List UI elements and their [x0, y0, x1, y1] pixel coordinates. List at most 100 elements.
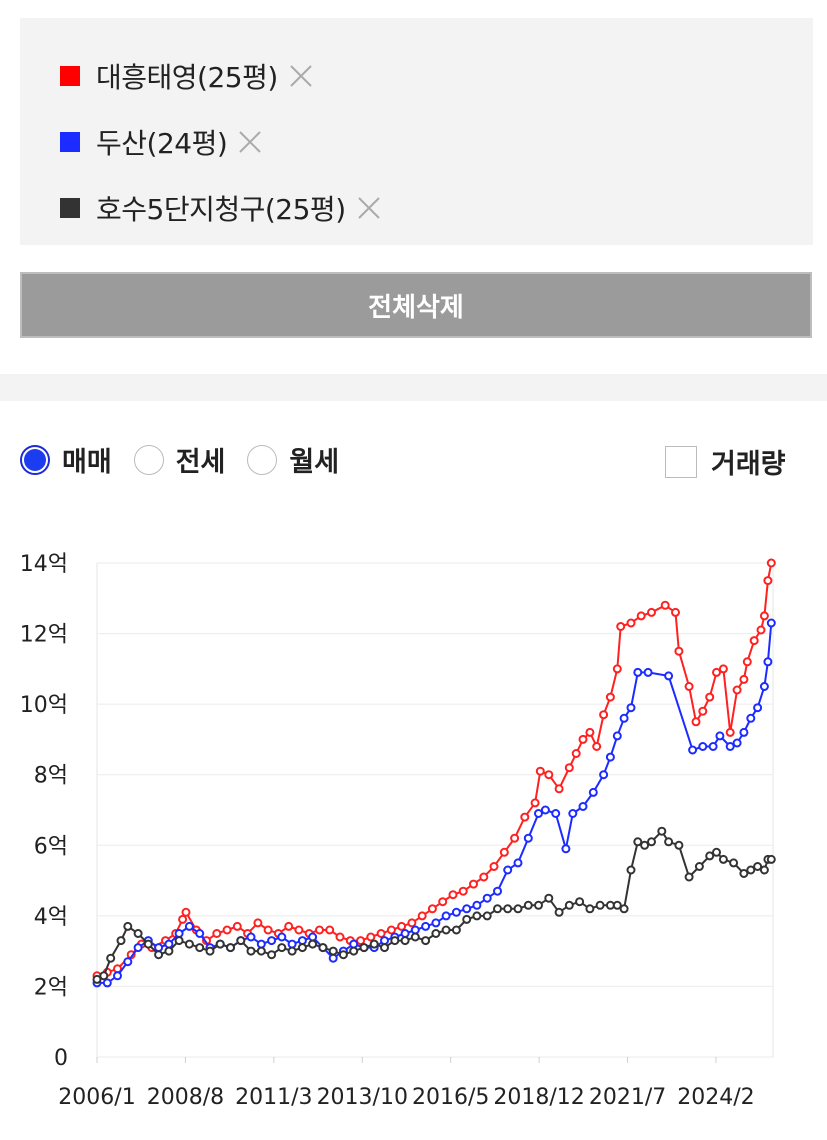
data-point — [328, 946, 338, 956]
data-point — [472, 900, 482, 910]
data-point — [472, 911, 482, 921]
data-point — [499, 847, 509, 857]
legend-item: 두산(24평) — [60, 122, 263, 162]
data-point — [246, 946, 256, 956]
x-tick-label: 2011/3 — [235, 1085, 312, 1110]
data-point — [503, 865, 513, 875]
data-point — [564, 900, 574, 910]
data-point — [92, 974, 102, 984]
data-point — [698, 706, 708, 716]
data-point — [561, 844, 571, 854]
data-point — [503, 904, 513, 914]
data-point — [544, 770, 554, 780]
data-point — [605, 692, 615, 702]
data-point — [359, 943, 369, 953]
data-point — [684, 682, 694, 691]
data-point — [599, 710, 609, 720]
data-point — [380, 936, 389, 946]
selected-complex-list: 대흥태영(25평) 두산(24평) 호수5단지청구(25평) — [20, 18, 813, 245]
legend-label: 대흥태영(25평) — [96, 61, 278, 94]
data-point — [691, 717, 701, 727]
radio-monthly-rent[interactable]: 월세 — [247, 440, 339, 479]
data-point — [660, 600, 670, 610]
close-icon[interactable] — [356, 195, 382, 221]
data-point — [605, 752, 615, 762]
data-point — [766, 854, 776, 864]
data-point — [297, 936, 307, 946]
data-point — [469, 879, 478, 889]
data-point — [462, 914, 472, 924]
data-point — [698, 742, 708, 751]
data-point — [349, 939, 359, 949]
volume-toggle[interactable]: 거래량 — [665, 442, 786, 481]
data-point — [441, 911, 451, 921]
radio-sale[interactable]: 매매 — [20, 440, 112, 479]
data-point — [181, 907, 191, 917]
series-color-swatch — [60, 198, 80, 218]
data-point — [106, 953, 116, 963]
y-tick-label: 0 — [54, 1046, 68, 1071]
data-point — [647, 607, 656, 617]
data-point — [236, 936, 246, 946]
data-point — [694, 862, 704, 871]
data-point — [226, 943, 235, 953]
radio-button-icon[interactable] — [133, 444, 164, 475]
data-point — [523, 833, 533, 843]
data-point — [287, 939, 297, 949]
data-point — [493, 886, 502, 896]
data-point — [482, 911, 492, 921]
data-point — [294, 925, 304, 935]
data-point — [732, 738, 742, 748]
data-point — [482, 893, 492, 903]
data-point — [712, 847, 721, 857]
volume-checkbox[interactable] — [665, 445, 697, 478]
data-point — [612, 664, 622, 674]
data-point — [705, 851, 715, 861]
data-point — [568, 809, 578, 818]
data-point — [277, 932, 287, 942]
data-point — [729, 858, 739, 868]
data-point — [421, 936, 431, 946]
data-point — [571, 749, 581, 758]
plot-area — [96, 562, 774, 1058]
data-point — [684, 872, 694, 882]
data-point — [599, 770, 609, 780]
legend-item: 호수5단지청구(25평) — [60, 188, 382, 228]
data-point — [671, 607, 680, 617]
data-point — [763, 576, 773, 586]
close-icon[interactable] — [288, 63, 314, 89]
data-point — [756, 625, 766, 635]
data-point — [759, 611, 769, 621]
data-point — [174, 929, 184, 938]
data-point — [462, 904, 472, 914]
radio-button-icon[interactable] — [20, 444, 50, 475]
data-point — [739, 869, 749, 878]
data-point — [664, 837, 674, 847]
data-point — [164, 946, 174, 956]
data-point — [263, 925, 273, 935]
data-point — [595, 900, 605, 910]
y-tick-label: 6억 — [34, 834, 68, 859]
close-icon[interactable] — [237, 129, 263, 155]
data-point — [417, 911, 427, 921]
data-point — [588, 787, 598, 797]
legend-label: 호수5단지청구(25평) — [96, 193, 346, 226]
data-point — [513, 904, 523, 914]
data-point — [510, 833, 520, 843]
radio-jeonse[interactable]: 전세 — [133, 440, 225, 479]
x-tick-label: 2024/2 — [677, 1085, 754, 1110]
data-point — [318, 943, 328, 953]
radio-button-icon[interactable] — [247, 444, 278, 475]
data-point — [451, 925, 461, 935]
data-point — [712, 667, 721, 677]
data-point — [746, 865, 756, 875]
data-point — [232, 921, 242, 931]
data-point — [267, 950, 277, 960]
delete-all-button[interactable]: 전체삭제 — [20, 272, 812, 338]
y-tick-label: 10억 — [20, 693, 68, 718]
data-point — [308, 939, 318, 949]
data-point — [184, 939, 194, 949]
data-point — [739, 727, 749, 737]
data-point — [534, 900, 543, 910]
data-point — [448, 890, 458, 900]
